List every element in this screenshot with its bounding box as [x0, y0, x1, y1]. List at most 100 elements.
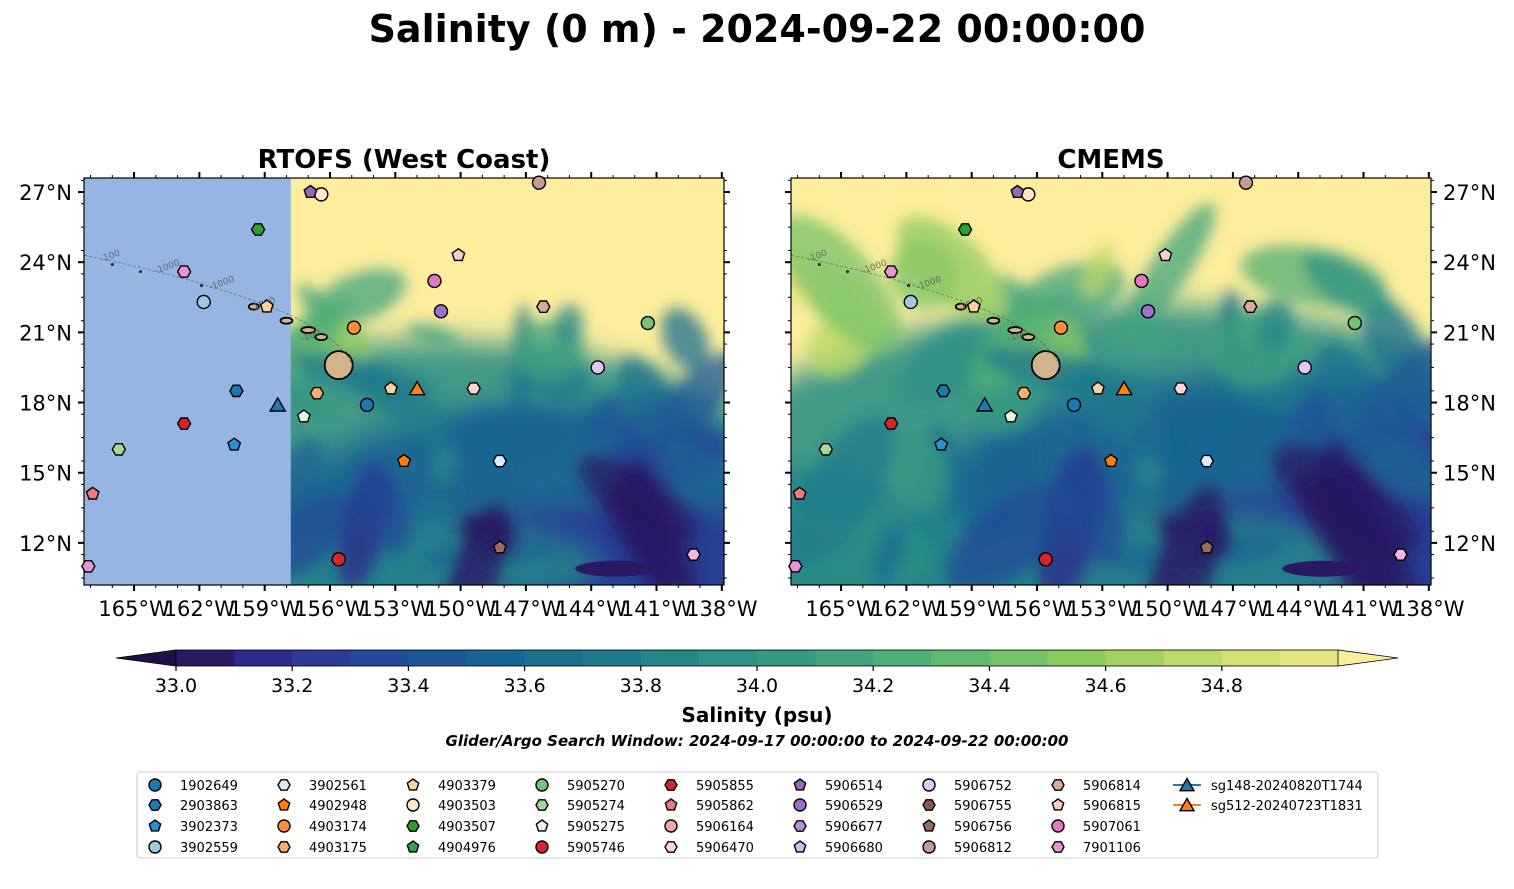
marker-2903863	[936, 384, 951, 398]
marker-5905270	[640, 315, 656, 331]
marker-3902559	[196, 294, 211, 310]
marker-5906529	[1140, 304, 1156, 319]
salinity-eddy	[649, 351, 724, 451]
lat-tick-label: 21°N	[19, 321, 72, 345]
lon-tick-label: 165°W	[805, 597, 877, 621]
lon-tick-label: 147°W	[490, 597, 562, 621]
colorbar-swatch	[1279, 650, 1339, 666]
island	[300, 326, 317, 334]
marker-sg512-20240723T1831	[1115, 380, 1133, 396]
marker-3902373	[227, 437, 242, 451]
legend-marker	[793, 778, 807, 791]
salinity-eddy	[981, 346, 1161, 406]
islet	[139, 270, 143, 274]
salinity-eddy	[406, 324, 459, 347]
marker-1902649	[1066, 397, 1082, 413]
marker-5906812	[531, 175, 547, 190]
salinity-eddy	[791, 215, 902, 354]
lon-tick-label: 144°W	[1263, 597, 1335, 621]
lon-tick-label: 150°W	[1132, 597, 1204, 621]
lat-tick-label: 18°N	[19, 392, 72, 416]
legend-marker	[922, 778, 936, 792]
legend-marker	[406, 820, 420, 832]
colorbar-swatch	[466, 650, 526, 666]
salinity-eddy	[1082, 244, 1115, 297]
colorbar-tick-label: 33.6	[503, 675, 545, 697]
legend-label: 4903507	[438, 820, 496, 835]
colorbar-swatch	[582, 650, 642, 666]
island	[247, 302, 260, 311]
legend-label: 5905746	[567, 841, 625, 856]
marker-5907061	[1134, 273, 1149, 289]
legend-label: sg148-20240820T1744	[1211, 779, 1363, 794]
colorbar-swatch	[524, 650, 584, 666]
legend-label: 3902559	[180, 841, 238, 856]
island	[986, 316, 1001, 325]
colorbar-swatch	[931, 650, 990, 666]
marker-5905275	[296, 409, 311, 423]
salinity-eddy	[791, 416, 896, 569]
marker-4903507	[957, 223, 973, 236]
legend-marker	[148, 799, 162, 811]
marker-5905862	[792, 486, 807, 500]
legend-label: 5905275	[567, 820, 625, 835]
lon-tick-label: 156°W	[1001, 597, 1073, 621]
marker-4903507	[250, 223, 266, 236]
marker-5906470	[1173, 382, 1189, 395]
colorbar-swatch	[757, 650, 816, 666]
lat-tick-label: 24°N	[1443, 251, 1496, 275]
legend-label: 5906755	[954, 799, 1012, 814]
model-domain-mask	[84, 178, 291, 585]
figure-title: Salinity (0 m) - 2024-09-22 00:00:00	[369, 7, 1146, 51]
marker-5905274	[818, 443, 834, 456]
salinity-eddy	[901, 322, 992, 406]
legend-label: 5906677	[825, 820, 883, 835]
salinity-eddy	[870, 522, 907, 585]
salinity-eddy	[661, 307, 710, 372]
legend-label: 5906529	[825, 799, 883, 814]
marker-2903863	[229, 384, 244, 398]
island	[1021, 333, 1036, 341]
legend-marker	[535, 819, 549, 832]
legend-marker	[535, 778, 549, 792]
colorbar-swatch	[873, 650, 932, 666]
marker-5906815	[451, 247, 466, 262]
legend-marker	[148, 778, 162, 792]
islet	[200, 284, 204, 288]
marker-sg148-20240820T1744	[975, 396, 994, 412]
marker-3902561	[1199, 454, 1215, 468]
lon-tick-label: 138°W	[1393, 597, 1465, 621]
marker-5905746	[331, 552, 346, 567]
colorbar-tick-label: 33.0	[155, 675, 197, 697]
legend-label: 5906680	[825, 841, 883, 856]
marker-5906514	[1010, 184, 1025, 199]
lon-tick-label: 153°W	[360, 597, 432, 621]
lon-tick-label: 141°W	[621, 597, 693, 621]
lat-tick-label: 27°N	[1443, 181, 1496, 205]
marker-4903175	[309, 386, 325, 400]
lon-tick-label: 156°W	[294, 597, 366, 621]
panel-title: CMEMS	[1057, 145, 1164, 175]
legend-marker	[535, 799, 549, 811]
salinity-eddy	[971, 295, 1057, 392]
marker-3902559	[903, 294, 918, 310]
island	[323, 350, 354, 381]
legend-marker	[664, 798, 678, 811]
observation-markers	[788, 175, 1408, 573]
legend-marker	[148, 840, 162, 854]
marker-5906514	[303, 184, 318, 199]
legend-marker	[793, 840, 807, 853]
colorbar-swatch	[234, 650, 293, 666]
colorbar-swatch	[1163, 650, 1223, 666]
marker-4903379	[383, 381, 398, 395]
colorbar-swatch	[176, 650, 235, 666]
marker-5905274	[111, 443, 127, 456]
legend-marker	[535, 840, 549, 854]
marker-extra	[259, 299, 274, 313]
salinity-eddy	[444, 501, 510, 585]
marker-extra	[1393, 548, 1408, 561]
marker-1902649	[359, 397, 375, 413]
island	[314, 333, 329, 341]
marker-extra	[788, 560, 803, 573]
